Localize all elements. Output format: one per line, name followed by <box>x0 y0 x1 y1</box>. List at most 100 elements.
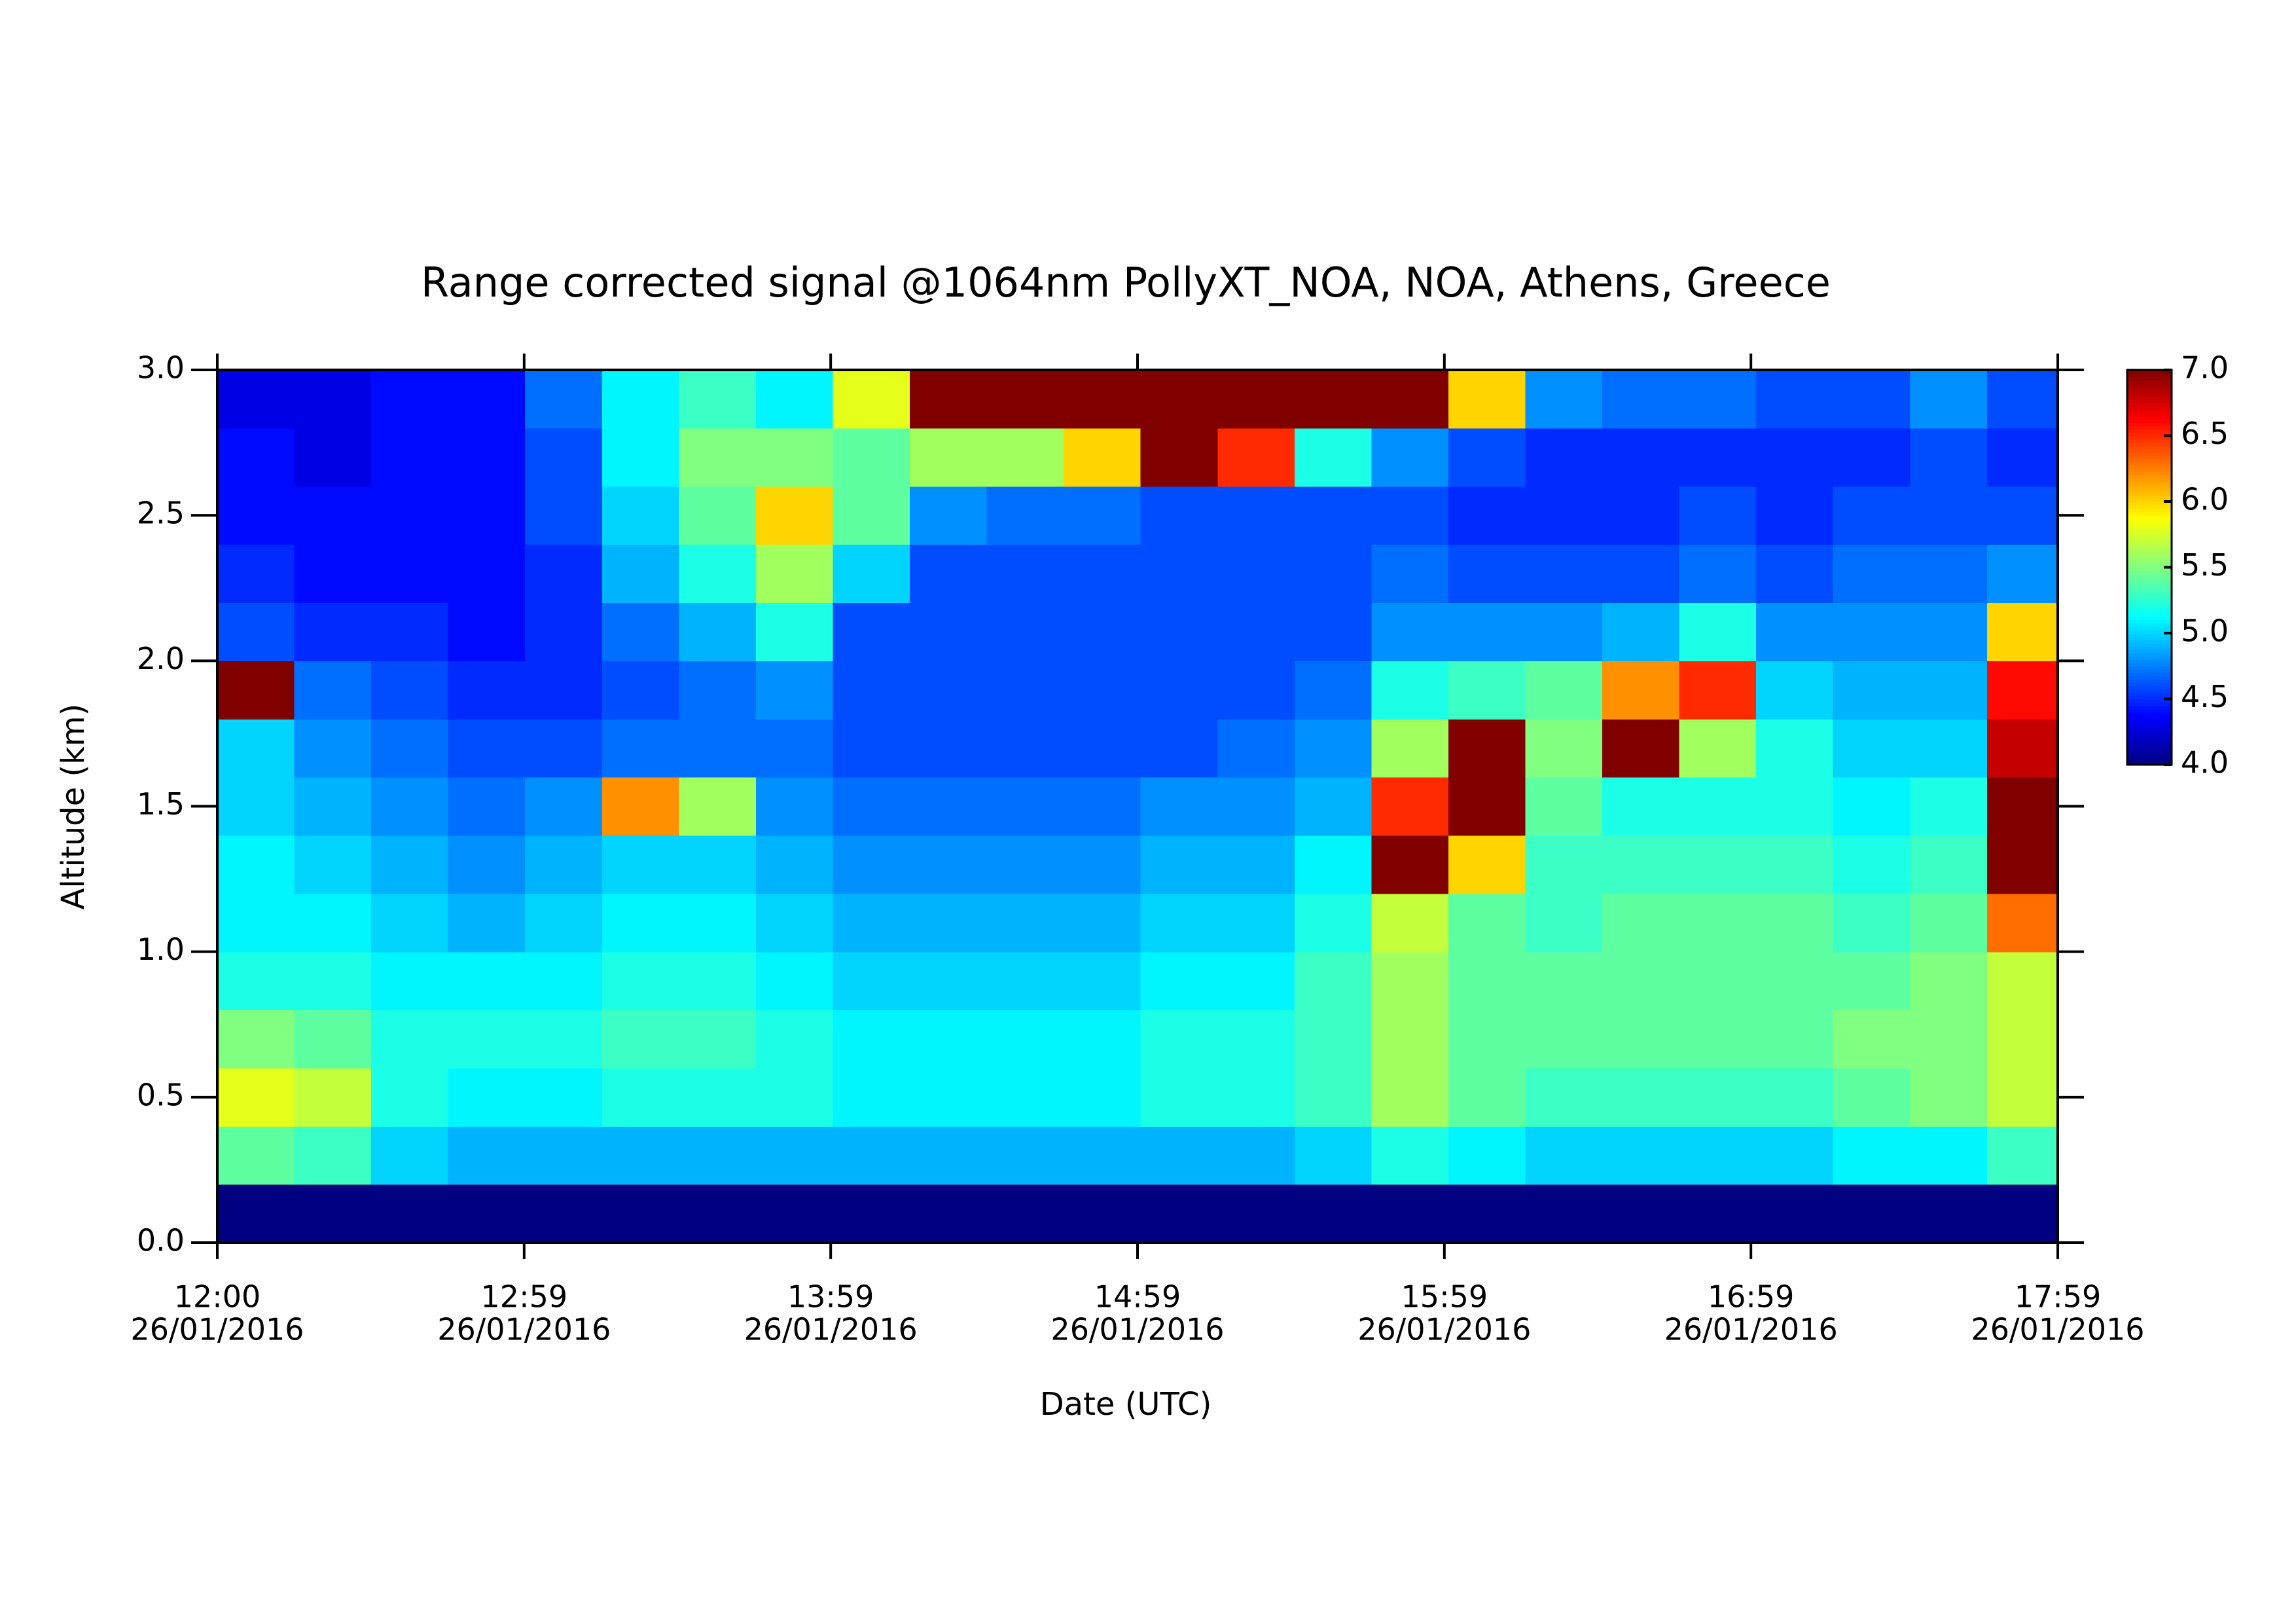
cell <box>1910 544 1988 604</box>
cell <box>1448 719 1526 778</box>
colorbar-band <box>2127 528 2172 532</box>
colorbar-band <box>2127 757 2172 762</box>
cell <box>1602 1126 1680 1185</box>
cell <box>910 777 988 836</box>
cell <box>1140 1126 1218 1185</box>
cell <box>525 370 603 429</box>
cell <box>1064 1010 1141 1068</box>
cell <box>1602 602 1680 661</box>
cell <box>371 661 449 720</box>
cell <box>448 370 526 429</box>
colorbar-band <box>2127 725 2172 729</box>
colorbar-band <box>2127 386 2172 390</box>
colorbar-band <box>2127 669 2172 674</box>
cell <box>217 777 295 836</box>
x-tick-label: 13:59 <box>787 1279 874 1315</box>
x-tick-date: 26/01/2016 <box>744 1312 918 1347</box>
cell <box>755 1010 834 1068</box>
cell <box>1371 602 1449 661</box>
cell <box>679 1068 757 1127</box>
cell <box>1833 719 1910 778</box>
colorbar-band <box>2127 448 2172 453</box>
cell <box>833 835 910 894</box>
cell <box>371 777 449 836</box>
cell <box>833 777 910 836</box>
colorbar-band <box>2127 445 2172 450</box>
cell <box>833 602 910 661</box>
cell <box>1986 1010 2058 1068</box>
axes: 0.00.51.01.52.02.53.012:0026/01/201612:5… <box>130 350 2229 1347</box>
cell <box>1217 1068 1295 1127</box>
cell <box>371 428 449 487</box>
cell <box>986 1126 1064 1185</box>
cell <box>1294 602 1372 661</box>
colorbar-band <box>2127 531 2172 536</box>
cell <box>294 951 372 1011</box>
colorbar-band <box>2127 596 2172 601</box>
y-tick-label: 3.0 <box>137 350 185 386</box>
cell <box>371 835 449 894</box>
colorbar-band <box>2127 682 2172 687</box>
cell <box>910 428 988 487</box>
cell <box>525 661 603 720</box>
cell <box>601 777 679 836</box>
colorbar-band <box>2127 373 2172 377</box>
cell <box>601 1068 679 1127</box>
cell <box>755 370 834 429</box>
cell <box>1294 370 1372 429</box>
cell <box>910 1068 988 1127</box>
cell <box>1525 602 1603 661</box>
cell <box>1140 370 1218 429</box>
cell <box>986 893 1064 953</box>
cell <box>1525 719 1603 778</box>
colorbar-band <box>2127 689 2172 693</box>
cell <box>910 602 988 661</box>
cell <box>1448 486 1526 545</box>
cell <box>1217 544 1295 604</box>
colorbar-band <box>2127 491 2172 496</box>
cell <box>1217 428 1295 487</box>
cell <box>294 835 372 894</box>
cell <box>679 544 757 604</box>
colorbar-band <box>2127 435 2172 440</box>
cell <box>1986 1068 2058 1127</box>
cell <box>1064 602 1141 661</box>
cell <box>1217 1126 1295 1185</box>
cell <box>217 719 295 778</box>
colorbar-band <box>2127 646 2172 650</box>
cell <box>1064 661 1141 720</box>
colorbar-band <box>2127 583 2172 588</box>
cell <box>601 370 679 429</box>
cell <box>1756 951 1834 1011</box>
cell <box>217 602 295 661</box>
cell <box>1910 719 1988 778</box>
cell <box>294 544 372 604</box>
cell <box>1910 370 1988 429</box>
cell <box>525 1126 603 1185</box>
cell <box>1986 893 2058 953</box>
colorbar-band <box>2127 587 2172 591</box>
cell <box>986 835 1064 894</box>
cell <box>986 719 1064 778</box>
colorbar-band <box>2127 419 2172 424</box>
cell <box>601 951 679 1011</box>
cell <box>294 428 372 487</box>
cell <box>1756 719 1834 778</box>
cell <box>1679 370 1757 429</box>
cell <box>679 486 757 545</box>
cell <box>1986 719 2058 778</box>
cell <box>525 544 603 604</box>
cell <box>1910 951 1988 1011</box>
colorbar-band <box>2127 521 2172 525</box>
cell <box>1294 1126 1372 1185</box>
cell <box>679 835 757 894</box>
colorbar-band <box>2127 715 2172 720</box>
cell <box>679 777 757 836</box>
cell <box>1756 661 1834 720</box>
cell <box>910 719 988 778</box>
colorbar-band <box>2127 603 2172 608</box>
x-tick-date: 26/01/2016 <box>1971 1312 2144 1347</box>
colorbar-band <box>2127 560 2172 565</box>
colorbar-band <box>2127 626 2172 630</box>
colorbar-band <box>2127 508 2172 512</box>
